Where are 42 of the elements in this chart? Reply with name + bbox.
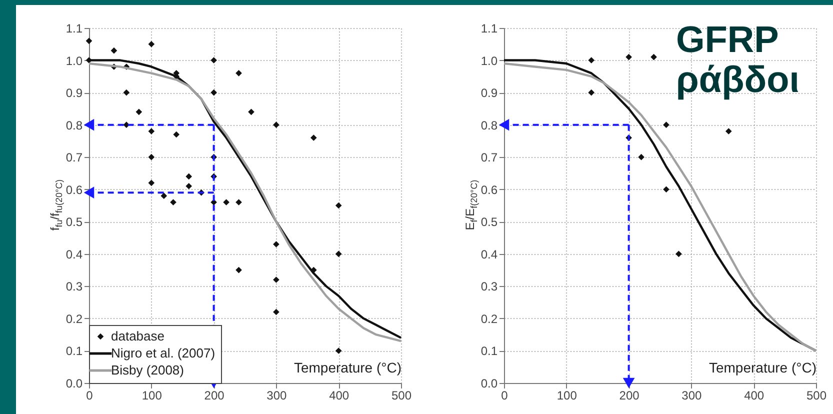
legend-label: Nigro et al. (2007) [111, 346, 216, 360]
legend-label: database [111, 328, 164, 344]
y-tick-label: 0.8 [66, 118, 83, 132]
y-tick-label: 1.1 [66, 22, 83, 36]
y-tick-label: 0.1 [66, 344, 83, 358]
y-tick-label: 1.0 [66, 54, 83, 68]
x-tick-label: 200 [619, 388, 640, 402]
x-axis-title: Temperature (°C) [708, 360, 816, 376]
x-tick-label: 0 [501, 388, 508, 402]
y-tick-label: 0.5 [480, 215, 498, 230]
y-tick-label: 0.7 [66, 150, 83, 165]
chart-title: GFRP ράβδοι [676, 19, 801, 100]
x-tick-label: 0 [86, 388, 94, 402]
x-tick-label: 100 [556, 388, 578, 402]
y-tick-label: 0.6 [480, 182, 498, 197]
y-tick-label: 1.0 [480, 54, 498, 68]
x-tick-label: 200 [204, 388, 225, 402]
y-tick-label: 0.4 [66, 247, 83, 262]
x-tick-label: 300 [266, 388, 288, 402]
y-tick-label: 0.3 [66, 280, 83, 294]
y-tick-label: 0.0 [66, 376, 83, 390]
y-tick-label: 0.2 [66, 312, 83, 326]
y-tick-label: 0.3 [480, 280, 498, 294]
x-tick-label: 400 [329, 388, 350, 402]
x-tick-label: 500 [806, 388, 827, 402]
x-tick-label: 100 [142, 388, 162, 402]
x-tick-label: 400 [744, 388, 764, 402]
y-tick-label: 0.7 [480, 150, 498, 165]
x-tick-label: 300 [682, 388, 702, 402]
x-axis-title: Temperature (°C) [294, 360, 402, 376]
y-tick-label: 0.8 [480, 118, 498, 132]
y-tick-label: 0.9 [480, 86, 498, 100]
x-tick-label: 500 [391, 388, 412, 402]
y-tick-label: 0.2 [480, 312, 498, 326]
y-tick-label: 0.6 [66, 182, 83, 197]
y-tick-label: 0.4 [480, 247, 498, 262]
legend-label: Bisby (2008) [111, 362, 184, 378]
y-tick-label: 0.9 [66, 86, 83, 100]
y-tick-label: 0.0 [480, 376, 498, 390]
y-tick-label: 0.5 [66, 215, 83, 230]
y-tick-label: 0.1 [480, 344, 498, 358]
y-tick-label: 1.1 [480, 22, 498, 36]
